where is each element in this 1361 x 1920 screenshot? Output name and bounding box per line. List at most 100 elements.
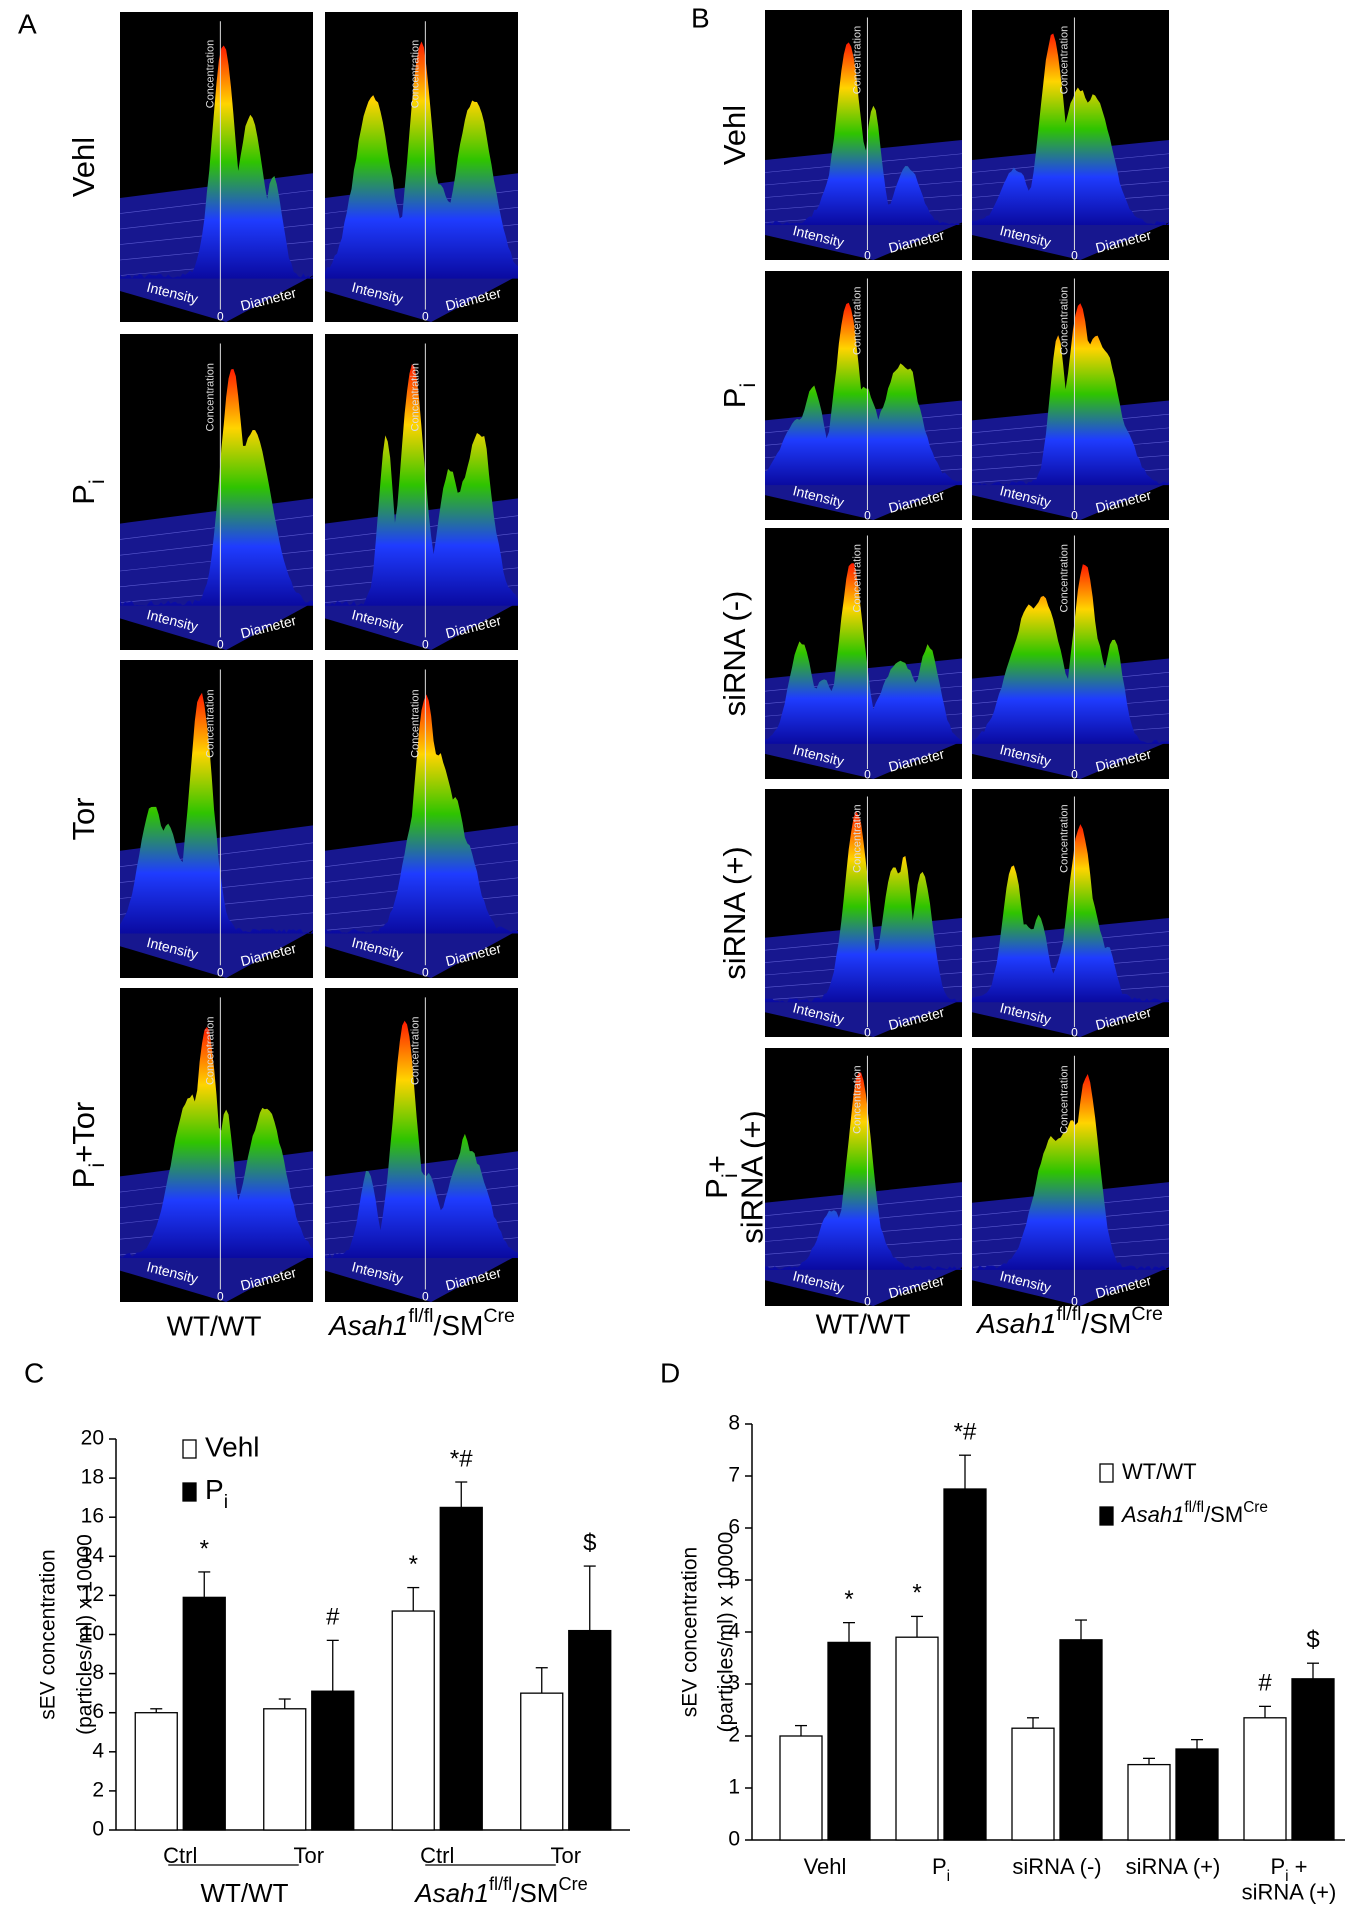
- bar: [1127, 1763, 1171, 1841]
- plot-axis-label: 0: [422, 1289, 429, 1303]
- y-tick-label: 7: [728, 1464, 740, 1487]
- y-tick-label: 4: [728, 1620, 740, 1643]
- text-segment: P: [932, 1854, 947, 1879]
- y-tick-label: 14: [81, 1544, 105, 1567]
- legend-swatch: [182, 1482, 197, 1502]
- plot-axis-label: Concentration: [409, 689, 421, 758]
- plot-surface: [765, 1072, 962, 1270]
- x-tick-label: siRNA (-): [1012, 1854, 1101, 1879]
- significance-label: #: [326, 1604, 340, 1631]
- x-tick-label: Vehl: [804, 1854, 847, 1879]
- x-tick-label: Tor: [293, 1843, 324, 1868]
- plot-axis-label: Concentration: [1058, 544, 1070, 613]
- plot-axis-label: 0: [864, 248, 871, 262]
- x-tick-label: Pi: [932, 1854, 950, 1885]
- column-label: WT/WT: [816, 1308, 911, 1339]
- y-tick-label: 6: [728, 1516, 740, 1539]
- plot-surface: [972, 564, 1169, 744]
- significance-label: *: [844, 1586, 853, 1613]
- y-tick-label: 12: [81, 1583, 104, 1606]
- text-segment: /SM: [1204, 1502, 1243, 1527]
- group-label: Asah1fl/fl/SMCre: [413, 1874, 588, 1908]
- plot-axis-label: Concentration: [851, 1065, 863, 1134]
- plot-axis-label: 0: [1071, 1294, 1078, 1308]
- row-label-group: siRNA (+): [717, 846, 752, 980]
- bar: [311, 1690, 355, 1831]
- bar: [1059, 1639, 1103, 1841]
- text-segment: i: [717, 1173, 742, 1178]
- plot-axis-label: Concentration: [851, 544, 863, 613]
- bar: [391, 1610, 435, 1831]
- significance-label: $: [583, 1529, 596, 1556]
- significance-label: *: [409, 1551, 418, 1578]
- plot-axis-label: 0: [217, 965, 224, 979]
- panel-label: A: [18, 8, 37, 39]
- plot-surface: [120, 45, 313, 279]
- text-segment: i: [84, 1163, 109, 1168]
- plot-axis-label: Concentration: [409, 40, 421, 109]
- y-tick-label: 6: [92, 1700, 104, 1723]
- plot-axis-label: 0: [217, 637, 224, 651]
- plot-surface: [972, 824, 1169, 1003]
- bar: [1175, 1748, 1219, 1841]
- y-tick-label: 8: [728, 1412, 740, 1435]
- bar: [182, 1596, 226, 1831]
- plot-surface: [120, 692, 313, 934]
- text-segment: fl/fl: [489, 1874, 512, 1894]
- column-label: Asah1fl/fl/SMCre: [975, 1303, 1163, 1339]
- plot-axis-label: 0: [422, 637, 429, 651]
- bar: [439, 1506, 483, 1831]
- panel-label: C: [24, 1357, 44, 1388]
- row-label-group: Pi+Tor: [66, 1102, 109, 1189]
- bar: [134, 1712, 178, 1831]
- plot-axis-label: 0: [422, 965, 429, 979]
- y-tick-label: 5: [728, 1568, 740, 1591]
- text-segment: Asah1: [327, 1310, 408, 1341]
- plot-axis-label: 0: [1071, 767, 1078, 781]
- plot-axis-label: 0: [217, 1289, 224, 1303]
- text-segment: i: [1285, 1868, 1288, 1885]
- bar: [520, 1692, 564, 1831]
- row-label: Pi+siRNA (+): [699, 1110, 770, 1244]
- plot-axis-label: Concentration: [204, 689, 216, 758]
- row-label-group: Vehl: [66, 137, 101, 197]
- significance-label: *: [200, 1535, 209, 1562]
- row-label: Pi: [66, 479, 109, 505]
- text-segment: Asah1: [975, 1308, 1056, 1339]
- legend-swatch: [1099, 1463, 1114, 1483]
- x-tick-label: siRNA (+): [1126, 1854, 1221, 1879]
- text-segment: fl/fl: [1184, 1499, 1204, 1516]
- plot-axis-label: Concentration: [1058, 26, 1070, 95]
- plot-surface: [765, 811, 962, 1003]
- row-label: siRNA (-): [717, 591, 752, 717]
- y-tick-label: 0: [92, 1818, 104, 1841]
- text-segment: P: [205, 1474, 224, 1505]
- text-segment: Cre: [1131, 1303, 1163, 1325]
- significance-label: *#: [954, 1419, 977, 1446]
- text-segment: fl/fl: [409, 1305, 434, 1327]
- plot-axis-label: Concentration: [851, 804, 863, 873]
- plot-axis-label: Concentration: [1058, 1065, 1070, 1134]
- plot-axis-label: 0: [1071, 248, 1078, 262]
- plot-surface: [120, 1027, 313, 1259]
- text-segment: Cre: [558, 1874, 587, 1894]
- text-segment: P: [699, 1178, 734, 1199]
- plot-surface: [765, 42, 962, 226]
- plot-axis-label: Concentration: [851, 26, 863, 95]
- text-segment: +Tor: [66, 1102, 101, 1163]
- plot-axis-label: 0: [864, 1294, 871, 1308]
- plot-axis-label: 0: [1071, 1025, 1078, 1039]
- y-tick-label: 20: [81, 1427, 104, 1450]
- y-tick-label: 10: [81, 1622, 104, 1645]
- bar: [1011, 1727, 1055, 1841]
- y-tick-label: 1: [728, 1776, 740, 1799]
- y-axis-title: (particles/ml) x 10000: [715, 1532, 738, 1733]
